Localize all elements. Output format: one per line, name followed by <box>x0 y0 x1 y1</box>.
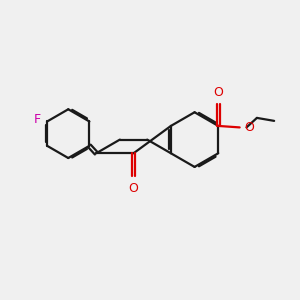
Text: O: O <box>129 182 139 195</box>
Text: F: F <box>34 112 40 126</box>
Text: O: O <box>244 121 254 134</box>
Text: O: O <box>213 86 223 99</box>
